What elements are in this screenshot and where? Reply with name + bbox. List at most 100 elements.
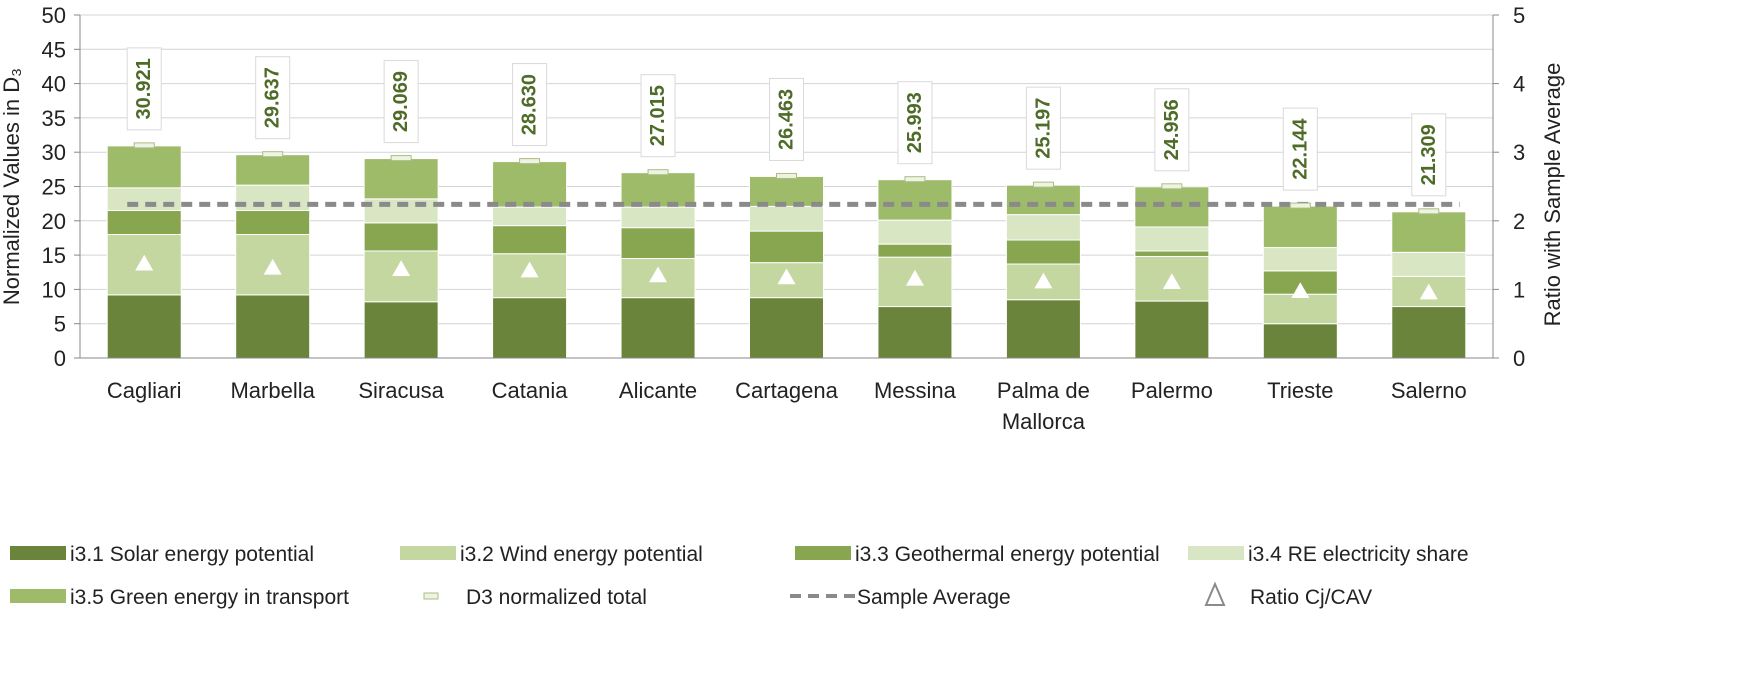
category-label: Salerno xyxy=(1391,378,1467,403)
ratio-triangle xyxy=(1291,282,1310,298)
category-label: Marbella xyxy=(230,378,315,403)
bar-segment xyxy=(106,210,182,236)
y2-tick-label: 3 xyxy=(1513,140,1525,165)
y2-tick-label: 4 xyxy=(1513,72,1525,97)
total-label-box xyxy=(1154,88,1190,172)
bar-segment xyxy=(363,158,439,200)
legend-swatch xyxy=(10,546,66,560)
bar-segment xyxy=(1134,300,1210,359)
bar-segment xyxy=(749,175,824,207)
legend-label: D3 normalized total xyxy=(466,586,647,609)
total-label-box xyxy=(512,63,548,147)
bar-segment xyxy=(1005,184,1081,216)
ratio-triangle xyxy=(905,269,924,286)
total-label-box xyxy=(640,74,676,158)
y-tick-label: 0 xyxy=(54,346,66,371)
y2-tick-label: 1 xyxy=(1513,277,1525,302)
bar-segment xyxy=(235,154,311,186)
y2-axis-title: Ratio with Sample Average xyxy=(1540,63,1565,327)
y-tick-label: 15 xyxy=(42,243,66,268)
bar-segment xyxy=(1005,214,1081,241)
total-label-box xyxy=(126,47,162,131)
ratio-markers xyxy=(135,254,1438,300)
total-marker xyxy=(262,151,284,158)
bar-segment xyxy=(1391,251,1467,277)
ratio-triangle xyxy=(392,260,411,277)
total-label-box xyxy=(383,60,419,144)
bar-segment xyxy=(620,227,696,260)
total-label: 27.015 xyxy=(647,85,669,146)
bar-segment xyxy=(106,145,182,189)
legend-label: Ratio Cj/CAV xyxy=(1250,586,1372,609)
bar-segment xyxy=(363,222,439,252)
bar-segment xyxy=(1391,306,1467,359)
category-label: Catania xyxy=(492,378,569,403)
ratio-triangle xyxy=(649,266,668,283)
bar-segment xyxy=(363,250,439,303)
category-label: Palermo xyxy=(1131,378,1213,403)
y2-tick-label: 2 xyxy=(1513,209,1525,234)
legend-swatch xyxy=(795,546,851,560)
y-tick-label: 30 xyxy=(42,140,66,165)
bar-segment xyxy=(877,179,953,221)
bar-segment xyxy=(1391,211,1467,253)
legend-label: i3.4 RE electricity share xyxy=(1248,543,1469,566)
total-label: 22.144 xyxy=(1289,118,1311,180)
y2-tick-label: 0 xyxy=(1513,346,1525,371)
legend-label: i3.2 Wind energy potential xyxy=(460,543,703,566)
y-tick-label: 35 xyxy=(42,106,66,131)
y-tick-label: 10 xyxy=(42,277,66,302)
total-label-box xyxy=(255,56,291,140)
legend-label: i3.5 Green energy in transport xyxy=(70,586,349,609)
total-marker xyxy=(390,155,412,162)
y-tick-label: 40 xyxy=(42,72,66,97)
ratio-triangle xyxy=(1162,273,1181,290)
category-label: Siracusa xyxy=(358,378,444,403)
bar-segment xyxy=(877,243,953,258)
ratio-triangle xyxy=(263,258,282,275)
ratio-triangle xyxy=(777,268,796,285)
y-tick-label: 5 xyxy=(54,312,66,337)
category-label: Trieste xyxy=(1267,378,1333,403)
bars xyxy=(106,145,1467,359)
total-label-box xyxy=(1025,86,1061,170)
total-label: 25.993 xyxy=(904,92,926,153)
y-tick-label: 20 xyxy=(42,209,66,234)
category-label: Palma de xyxy=(997,378,1090,403)
total-marker xyxy=(1161,183,1183,190)
total-marker xyxy=(776,172,797,179)
category-label: Messina xyxy=(874,378,957,403)
total-marker xyxy=(1032,181,1054,188)
legend-total-marker xyxy=(423,592,439,600)
legend-label: i3.1 Solar energy potential xyxy=(70,543,314,566)
bar-segment xyxy=(1262,205,1338,249)
total-label: 28.630 xyxy=(519,74,541,135)
bar-segment xyxy=(235,210,311,236)
ratio-triangle xyxy=(135,254,154,271)
bar-segment xyxy=(877,219,953,245)
total-marker xyxy=(1418,208,1440,215)
bar-segment xyxy=(1134,250,1210,257)
bar-segment xyxy=(749,205,824,232)
legend: i3.1 Solar energy potential i3.2 Wind ene… xyxy=(10,543,1469,609)
total-label: 21.309 xyxy=(1418,124,1440,185)
bar-segment xyxy=(1262,323,1338,359)
total-labels: 30.921 29.637 29.069 28.630 27.015 26.463 25.9… xyxy=(126,47,1447,215)
legend-label: i3.3 Geothermal energy potential xyxy=(855,543,1160,566)
bar-segment xyxy=(1005,299,1081,359)
bar-segment xyxy=(1134,186,1210,228)
ratio-triangle xyxy=(520,261,539,278)
total-label-box xyxy=(897,81,933,165)
total-label-box xyxy=(1282,107,1318,191)
total-label: 25.197 xyxy=(1032,98,1054,159)
bar-segment xyxy=(492,297,568,359)
bar-segment xyxy=(1262,247,1338,272)
bar-segment xyxy=(492,161,568,208)
y2-tick-label: 5 xyxy=(1513,3,1525,28)
total-marker xyxy=(519,158,541,165)
total-marker xyxy=(133,142,155,149)
total-label: 29.637 xyxy=(262,67,284,128)
